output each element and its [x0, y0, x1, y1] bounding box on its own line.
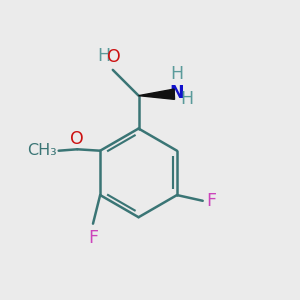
Polygon shape: [139, 89, 175, 99]
Text: F: F: [88, 229, 98, 247]
Text: H: H: [97, 47, 110, 65]
Text: CH₃: CH₃: [28, 143, 57, 158]
Text: H: H: [170, 65, 183, 83]
Text: O: O: [107, 48, 121, 66]
Text: H: H: [180, 89, 193, 107]
Text: O: O: [70, 130, 84, 148]
Text: F: F: [206, 192, 216, 210]
Text: N: N: [169, 84, 184, 102]
